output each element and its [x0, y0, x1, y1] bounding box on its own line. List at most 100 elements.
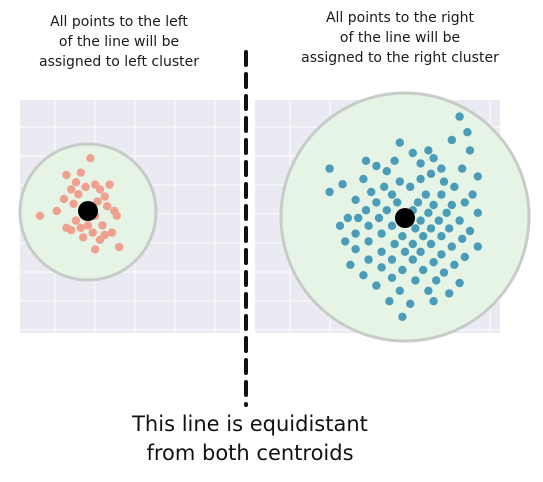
right-cluster-point	[387, 221, 397, 230]
right-cluster-point	[424, 286, 433, 295]
right-cluster-point	[395, 286, 404, 295]
right-cluster-point	[455, 216, 464, 225]
left-cluster-point	[93, 197, 102, 206]
right-cluster-point	[437, 190, 446, 199]
right-cluster-point	[351, 245, 360, 254]
right-cluster-point	[468, 190, 477, 199]
right-cluster-point	[463, 128, 472, 137]
left-cluster-point	[67, 185, 76, 194]
right-cluster-point	[341, 237, 350, 246]
left-cluster-point	[88, 228, 98, 237]
right-cluster-point	[439, 177, 449, 186]
right-cluster-point	[395, 177, 404, 186]
right-cluster-point	[387, 190, 397, 199]
left-cluster-point	[103, 202, 112, 211]
right-cluster-point	[419, 265, 428, 275]
right-cluster-points	[325, 112, 482, 321]
right-cluster-point	[419, 232, 428, 241]
right-cluster-point	[429, 258, 438, 267]
right-cluster-point	[450, 260, 459, 269]
left-cluster-point	[100, 192, 110, 201]
right-cluster-point	[364, 255, 373, 264]
right-cluster-point	[385, 297, 394, 306]
left-centroid	[78, 201, 98, 221]
left-cluster-point	[35, 211, 45, 220]
right-cluster-point	[364, 221, 373, 230]
right-cluster-point	[338, 180, 347, 189]
left-cluster-point	[76, 168, 86, 177]
right-cluster-point	[447, 242, 456, 251]
right-cluster-point	[434, 216, 443, 225]
right-cluster-point	[450, 182, 459, 191]
right-cluster-point	[473, 172, 482, 181]
right-cluster-point	[416, 174, 425, 184]
right-cluster-point	[458, 164, 467, 173]
right-cluster-point	[416, 216, 425, 225]
right-cluster-point	[346, 260, 355, 269]
right-cluster-point	[460, 252, 469, 262]
right-cluster-point	[398, 312, 407, 321]
left-cluster-point	[91, 245, 100, 254]
right-cluster-point	[473, 242, 482, 251]
right-cluster-point	[465, 226, 475, 236]
left-cluster-point	[69, 199, 78, 208]
right-cluster-point	[359, 271, 368, 280]
right-cluster-point	[416, 247, 425, 256]
left-cluster-point	[83, 221, 93, 230]
left-cluster-point	[71, 216, 81, 225]
right-cluster-point	[351, 195, 360, 204]
right-cluster-point	[411, 224, 420, 233]
right-cluster-point	[380, 182, 389, 191]
right-cluster-point	[445, 289, 454, 298]
right-cluster-point	[465, 146, 475, 155]
left-cluster-point	[74, 190, 83, 199]
right-cluster-point	[406, 299, 415, 308]
right-cluster-point	[439, 268, 449, 277]
left-cluster-point	[59, 194, 69, 204]
right-cluster-point	[343, 213, 352, 223]
right-cluster-point	[413, 198, 423, 207]
right-cluster-point	[393, 198, 402, 207]
right-cluster-point	[408, 239, 417, 249]
left-cluster-point	[62, 170, 71, 180]
left-cluster-point	[98, 221, 107, 230]
left-cluster-annotation: All points to the left of the line will …	[38, 14, 199, 70]
right-cluster-point	[372, 281, 381, 290]
right-cluster-point	[447, 135, 456, 145]
right-cluster-point	[406, 182, 415, 191]
right-cluster-point	[372, 198, 381, 207]
left-cluster-point	[105, 180, 114, 189]
left-cluster-point	[71, 178, 81, 187]
right-cluster-point	[325, 164, 334, 173]
right-cluster-point	[382, 206, 391, 215]
right-cluster-point	[398, 232, 407, 241]
left-cluster-point	[81, 182, 90, 192]
right-cluster-point	[395, 138, 404, 147]
left-cluster-point	[76, 223, 86, 232]
right-cluster-point	[359, 174, 368, 184]
left-cluster-point	[86, 154, 95, 163]
left-cluster-point	[62, 223, 71, 232]
left-cluster-point	[115, 242, 124, 252]
right-cluster-point	[460, 198, 469, 207]
right-cluster-point	[398, 265, 407, 275]
right-cluster-point	[455, 278, 464, 288]
right-cluster-point	[429, 297, 438, 306]
right-cluster-point	[377, 229, 386, 238]
right-centroid	[395, 208, 415, 228]
right-cluster-point	[458, 234, 467, 243]
right-cluster-point	[390, 156, 399, 165]
left-cluster-point	[52, 206, 61, 216]
right-cluster-point	[411, 276, 420, 285]
left-cluster-point	[95, 185, 105, 194]
right-cluster-point	[374, 213, 384, 223]
right-cluster-point	[429, 200, 438, 210]
right-cluster-point	[426, 224, 436, 233]
right-cluster-point	[455, 112, 464, 121]
right-cluster-point	[361, 156, 371, 165]
right-cluster-point	[390, 239, 399, 249]
right-cluster-point	[432, 276, 441, 285]
right-cluster-point	[442, 208, 451, 217]
right-cluster-point	[416, 159, 425, 168]
right-cluster-point	[426, 169, 436, 178]
